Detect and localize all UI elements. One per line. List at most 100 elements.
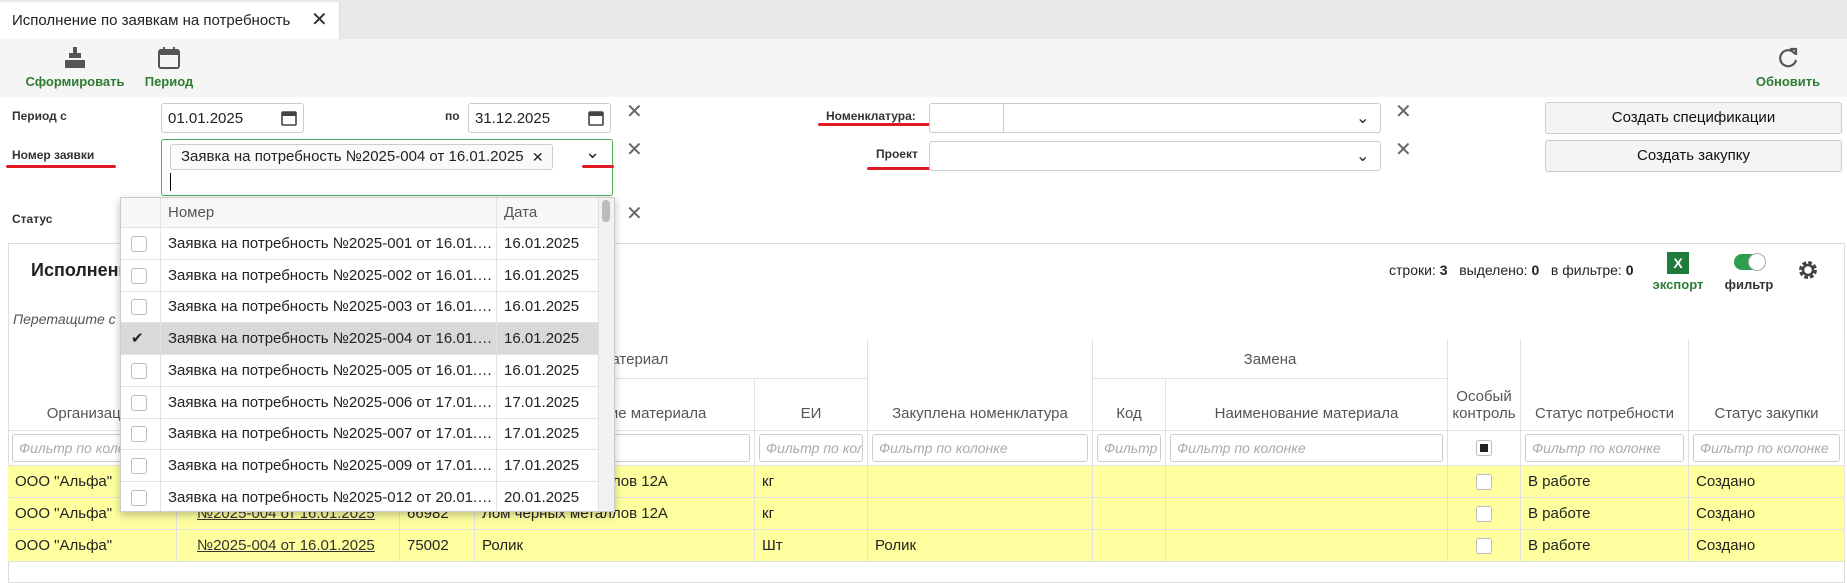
filter-toggle[interactable] — [1734, 253, 1766, 271]
request-chip-text: Заявка на потребность №2025-004 от 16.01… — [181, 148, 524, 165]
column-header-text: Организация — [46, 405, 138, 422]
refresh-button[interactable]: Обновить — [1755, 74, 1821, 89]
request-chip[interactable]: Заявка на потребность №2025-004 от 16.01… — [170, 144, 553, 170]
dropdown-check-cell[interactable] — [121, 354, 161, 387]
filtered-label: в фильтре: — [1550, 262, 1622, 278]
dropdown-checkbox[interactable] — [131, 457, 147, 474]
dropdown-item-date[interactable]: 16.01.2025 — [497, 354, 599, 387]
dropdown-check-cell[interactable] — [121, 291, 161, 324]
dropdown-item-number[interactable]: Заявка на потребность №2025-002 от 16.01… — [161, 259, 497, 292]
dropdown-check-cell[interactable] — [121, 449, 161, 482]
dropdown-item-number[interactable]: Заявка на потребность №2025-003 от 16.01… — [161, 291, 497, 324]
period-to-input[interactable]: 31.12.2025 — [468, 103, 611, 133]
grid-cell[interactable]: №2025-004 от 16.01.2025 — [177, 530, 400, 562]
dropdown-item-date[interactable]: 17.01.2025 — [497, 449, 599, 482]
grid-cell: Создано — [1689, 530, 1845, 562]
period-to-value: 31.12.2025 — [475, 110, 551, 127]
grid-cell — [1448, 466, 1521, 498]
dropdown-item-date[interactable]: 20.01.2025 — [497, 481, 599, 511]
nomenclature-input[interactable]: ⌄ — [929, 103, 1381, 133]
export-button[interactable]: экспорт — [1652, 277, 1704, 292]
dropdown-item-number[interactable]: Заявка на потребность №2025-006 от 17.01… — [161, 386, 497, 419]
create-spec-button[interactable]: Создать спецификации — [1545, 102, 1842, 134]
dropdown-item-date[interactable]: 16.01.2025 — [497, 259, 599, 292]
project-input[interactable]: ⌄ — [929, 141, 1381, 171]
column-header[interactable]: Закуплена номенклатура — [868, 340, 1093, 431]
dropdown-item-number[interactable]: Заявка на потребность №2025-009 от 17.01… — [161, 449, 497, 482]
excel-icon: X — [1667, 252, 1689, 274]
dropdown-checkbox[interactable] — [131, 394, 147, 411]
dropdown-arrow[interactable]: ⌄ — [1356, 110, 1370, 127]
filter-input[interactable]: Фильтр по колонке — [1525, 434, 1684, 462]
dropdown-checkbox[interactable] — [131, 362, 147, 379]
dropdown-item-date[interactable]: 16.01.2025 — [497, 323, 599, 356]
filter-input[interactable]: Фильтр по колонке — [1097, 434, 1161, 462]
dropdown-check-cell[interactable] — [121, 418, 161, 451]
clear-period[interactable]: ✕ — [626, 101, 643, 123]
create-purchase-button[interactable]: Создать закупку — [1545, 140, 1842, 172]
dropdown-item-date[interactable]: 16.01.2025 — [497, 228, 599, 260]
column-header[interactable]: Статус потребности — [1521, 340, 1689, 431]
dropdown-item-number[interactable]: Заявка на потребность №2025-004 от 16.01… — [161, 323, 497, 356]
dropdown-item-number[interactable]: Заявка на потребность №2025-007 от 17.01… — [161, 418, 497, 451]
filter-button[interactable]: фильтр — [1724, 277, 1774, 292]
checkbox-fill — [1480, 444, 1488, 452]
dropdown-arrow[interactable]: ⌄ — [585, 142, 601, 162]
request-label: Номер заявки — [12, 148, 95, 162]
filter-input[interactable]: Фильтр по колонке — [1693, 434, 1840, 462]
request-multiselect[interactable]: Заявка на потребность №2025-004 от 16.01… — [161, 139, 613, 196]
period-to-label: по — [445, 109, 460, 123]
dropdown-item-date[interactable]: 17.01.2025 — [497, 386, 599, 419]
column-header[interactable]: Код — [1093, 379, 1166, 431]
scrollbar-thumb[interactable] — [602, 200, 610, 222]
dropdown-check-cell[interactable] — [121, 386, 161, 419]
dropdown-check-cell[interactable] — [121, 481, 161, 511]
row-checkbox[interactable] — [1476, 538, 1492, 554]
dropdown-checkbox[interactable] — [131, 299, 147, 316]
filter-checkbox[interactable] — [1476, 440, 1492, 456]
column-header[interactable]: Особый контроль — [1448, 340, 1521, 431]
settings-icon[interactable] — [1796, 258, 1820, 282]
row-checkbox[interactable] — [1476, 474, 1492, 490]
dropdown-column-header[interactable]: Дата — [497, 198, 599, 228]
chip-remove[interactable]: ✕ — [531, 149, 544, 165]
dropdown-column-header[interactable]: Номер — [161, 198, 497, 228]
dropdown-item-date[interactable]: 17.01.2025 — [497, 418, 599, 451]
period-button[interactable]: Период — [144, 74, 194, 89]
dropdown-checkbox[interactable] — [131, 236, 147, 252]
clear-request[interactable]: ✕ — [626, 139, 643, 161]
dropdown-item-number[interactable]: Заявка на потребность №2025-001 от 16.01… — [161, 228, 497, 260]
column-header-text: Закуплена номенклатура — [892, 405, 1068, 422]
tab-close[interactable]: ✕ — [311, 9, 328, 31]
clear-nomenclature[interactable]: ✕ — [1395, 101, 1412, 123]
dropdown-checkbox[interactable] — [131, 267, 147, 284]
form-button[interactable]: Сформировать — [25, 74, 125, 89]
dropdown-item-date[interactable]: 16.01.2025 — [497, 291, 599, 324]
dropdown-arrow[interactable]: ⌄ — [1356, 148, 1370, 165]
dropdown-item-number[interactable]: Заявка на потребность №2025-012 от 20.01… — [161, 481, 497, 511]
dropdown-check-cell[interactable] — [121, 259, 161, 292]
dropdown-checkbox[interactable] — [131, 426, 147, 443]
row-checkbox[interactable] — [1476, 506, 1492, 522]
column-header[interactable]: Статус закупки — [1689, 340, 1845, 431]
dropdown-check-cell[interactable] — [121, 228, 161, 260]
dropdown-checkbox[interactable]: ✔ — [131, 330, 144, 348]
clear-status[interactable]: ✕ — [626, 203, 643, 225]
clear-project[interactable]: ✕ — [1395, 139, 1412, 161]
period-from-input[interactable]: 01.01.2025 — [161, 103, 304, 133]
dropdown-check-cell[interactable]: ✔ — [121, 323, 161, 356]
filter-input[interactable]: Фильтр по колонке — [872, 434, 1088, 462]
filter-input[interactable]: Фильтр по колонке — [1170, 434, 1443, 462]
column-group: Замена — [1093, 340, 1448, 379]
annotation-underline — [6, 165, 116, 168]
column-filter: Фильтр по колонке — [1689, 431, 1845, 466]
dropdown-checkbox[interactable] — [131, 489, 147, 506]
column-header[interactable]: ЕИ — [755, 379, 868, 431]
refresh-icon — [1779, 47, 1798, 68]
column-header[interactable]: Наименование материала — [1166, 379, 1448, 431]
filter-input[interactable]: Фильтр по колонке — [759, 434, 863, 462]
dropdown-item-number[interactable]: Заявка на потребность №2025-005 от 16.01… — [161, 354, 497, 387]
tab[interactable]: Исполнение по заявкам на потребность ✕ — [0, 2, 340, 39]
grid-cell: В работе — [1521, 466, 1689, 498]
grid-cell: кг — [755, 498, 868, 530]
